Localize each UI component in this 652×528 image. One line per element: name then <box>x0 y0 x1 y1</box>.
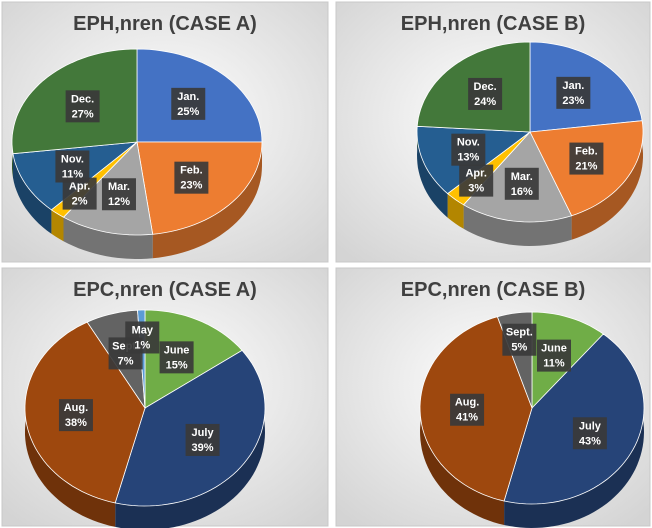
label-category: Dec. <box>474 81 497 93</box>
label-box <box>537 339 572 372</box>
label-category: Mar. <box>108 181 130 193</box>
label-value: 25% <box>177 106 199 118</box>
label-value: 1% <box>134 339 150 351</box>
label-category: July <box>192 427 215 439</box>
label-box <box>459 164 494 197</box>
label-value: 23% <box>180 180 202 192</box>
label-box <box>185 423 220 456</box>
slice-side <box>63 217 153 259</box>
chart-title: EPH,nren (CASE B) <box>401 13 585 35</box>
label-category: Nov. <box>61 153 84 165</box>
label-box <box>502 323 537 356</box>
label-category: Aug. <box>455 397 479 409</box>
slice-side <box>417 126 448 218</box>
label-value: 27% <box>72 108 94 120</box>
label-category: Apr. <box>69 181 90 193</box>
label-category: Sept. <box>506 327 533 339</box>
label-category: Dec. <box>71 93 94 105</box>
label-category: Feb. <box>180 165 203 177</box>
label-value: 11% <box>543 358 565 370</box>
label-value: 24% <box>474 96 496 108</box>
label-category: June <box>164 344 190 356</box>
label-category: Jan. <box>177 91 199 103</box>
label-value: 43% <box>579 435 601 447</box>
label-value: 16% <box>511 186 533 198</box>
label-box <box>159 341 194 374</box>
label-box <box>171 87 206 120</box>
slice-side <box>463 204 572 246</box>
chart-title: EPC,nren (CASE B) <box>401 279 585 301</box>
label-value: 39% <box>192 442 214 454</box>
chart-title: EPC,nren (CASE A) <box>73 279 257 301</box>
label-box <box>55 150 90 183</box>
label-box <box>125 321 160 354</box>
label-value: 5% <box>511 342 527 354</box>
label-box <box>65 90 100 123</box>
label-box <box>101 178 136 211</box>
slice-side <box>13 153 52 234</box>
label-category: Apr. <box>465 168 486 180</box>
label-value: 11% <box>62 168 84 180</box>
label-box <box>569 142 604 175</box>
label-category: May <box>132 324 154 336</box>
label-box <box>450 393 485 426</box>
slice-side <box>571 120 643 240</box>
label-value: 7% <box>118 355 134 367</box>
label-value: 15% <box>166 359 188 371</box>
label-category: Mar. <box>511 171 533 183</box>
slice-side <box>115 350 265 528</box>
label-box <box>62 177 97 210</box>
label-category: Feb. <box>575 146 598 158</box>
label-value: 38% <box>65 417 87 429</box>
label-category: July <box>579 420 602 432</box>
label-box <box>504 167 539 200</box>
label-box <box>572 417 607 450</box>
slice-side <box>152 142 262 259</box>
label-box <box>556 76 591 109</box>
label-category: June <box>541 343 567 355</box>
slice-side <box>504 334 644 528</box>
label-value: 21% <box>575 161 597 173</box>
label-box <box>468 77 503 110</box>
label-value: 41% <box>456 412 478 424</box>
label-box <box>451 133 486 166</box>
chart-title: EPH,nren (CASE A) <box>73 13 257 35</box>
label-value: 2% <box>72 196 88 208</box>
label-box <box>58 399 93 432</box>
label-category: Nov. <box>457 137 480 149</box>
slice-side <box>51 209 64 242</box>
label-box <box>174 161 209 194</box>
label-category: Aug. <box>64 402 88 414</box>
label-value: 12% <box>108 196 130 208</box>
label-category: Jan. <box>562 80 584 92</box>
label-value: 23% <box>562 95 584 107</box>
label-value: 3% <box>468 183 484 195</box>
label-value: 13% <box>457 152 479 164</box>
